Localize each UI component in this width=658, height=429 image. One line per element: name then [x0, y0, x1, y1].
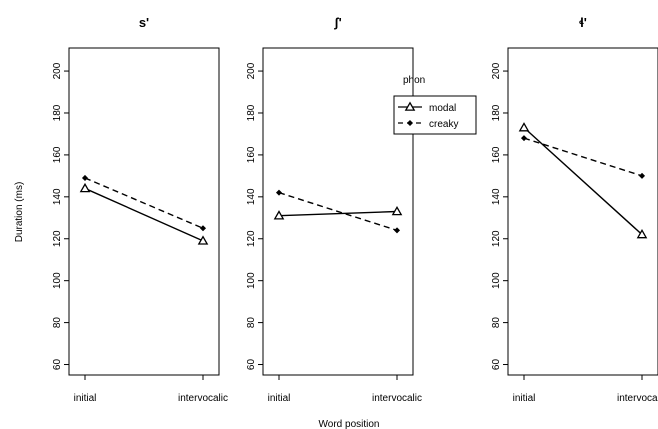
x-tick-label: initial	[268, 393, 291, 404]
point-modal	[197, 235, 209, 245]
point-creaky	[81, 174, 89, 181]
x-tick-label: initial	[513, 393, 536, 404]
y-tick-label: 200	[52, 62, 63, 79]
legend-marker-creaky	[406, 119, 414, 127]
point-creaky	[393, 227, 401, 234]
series-line-creaky	[523, 137, 643, 177]
point-modal	[636, 229, 648, 239]
plot-frame	[68, 47, 220, 376]
y-tick-label: 180	[246, 104, 257, 121]
legend-marker-modal	[404, 101, 416, 111]
y-tick-label: 120	[491, 230, 502, 247]
panel-2: ʃ' 60 80 100 120 140 160 180 200 initial intervoca…	[246, 15, 422, 404]
y-tick-label: 60	[52, 359, 63, 371]
x-tick-label: initial	[74, 393, 97, 404]
legend-box	[393, 95, 477, 135]
x-tick-label: intervocalic	[178, 393, 228, 404]
x-axis-label: Word position	[319, 419, 380, 429]
x-tick-label: intervocalic	[372, 393, 422, 404]
point-modal	[518, 122, 530, 132]
y-tick-label: 160	[246, 146, 257, 163]
legend: phon modal creaky	[393, 75, 477, 135]
y-tick-label: 120	[246, 230, 257, 247]
point-creaky	[520, 135, 528, 142]
series-line-creaky	[278, 191, 398, 232]
y-tick-label: 80	[491, 317, 502, 329]
point-modal	[79, 182, 91, 193]
y-tick-label: 100	[491, 272, 502, 289]
panels: s' 60 80 100 120 140 160 180 200 initial intervoca…	[52, 15, 658, 404]
y-tick-label: 100	[52, 272, 63, 289]
y-tick-label: 160	[491, 146, 502, 163]
point-modal	[273, 210, 285, 220]
y-tick-label: 140	[246, 188, 257, 205]
series-line-modal	[84, 187, 204, 242]
y-tick-label: 100	[246, 272, 257, 289]
y-tick-label: 60	[246, 359, 257, 371]
y-tick-label: 120	[52, 230, 63, 247]
series-line-modal	[523, 127, 643, 236]
y-tick-label: 140	[52, 188, 63, 205]
panel-title: s'	[139, 15, 149, 30]
plot-frame	[507, 47, 658, 376]
y-tick-label: 160	[52, 146, 63, 163]
panel-3: ɬ' 60 80 100 120 140 160 180 200 initial intervoca…	[491, 15, 658, 404]
y-axis-label: Duration (ms)	[14, 182, 25, 243]
y-tick-label: 60	[491, 359, 502, 371]
y-tick-label: 200	[491, 62, 502, 79]
panel-1: s' 60 80 100 120 140 160 180 200 initial intervoca…	[52, 15, 228, 404]
point-modal	[391, 205, 403, 216]
series-line-creaky	[84, 177, 204, 229]
x-tick-label: intervocalic	[617, 393, 658, 404]
series-line-modal	[278, 210, 398, 217]
y-tick-label: 200	[246, 62, 257, 79]
panel-title: ɬ'	[579, 15, 587, 30]
plot-frame	[262, 47, 414, 376]
legend-title: phon	[403, 75, 425, 86]
y-tick-label: 80	[52, 317, 63, 329]
y-tick-label: 180	[491, 104, 502, 121]
point-creaky	[638, 172, 646, 179]
legend-label-modal: modal	[429, 103, 456, 114]
panel-title: ʃ'	[333, 15, 341, 30]
y-tick-label: 140	[491, 188, 502, 205]
point-creaky	[199, 225, 207, 232]
y-tick-label: 180	[52, 104, 63, 121]
y-tick-label: 80	[246, 317, 257, 329]
point-creaky	[275, 189, 283, 196]
legend-label-creaky: creaky	[429, 119, 458, 130]
